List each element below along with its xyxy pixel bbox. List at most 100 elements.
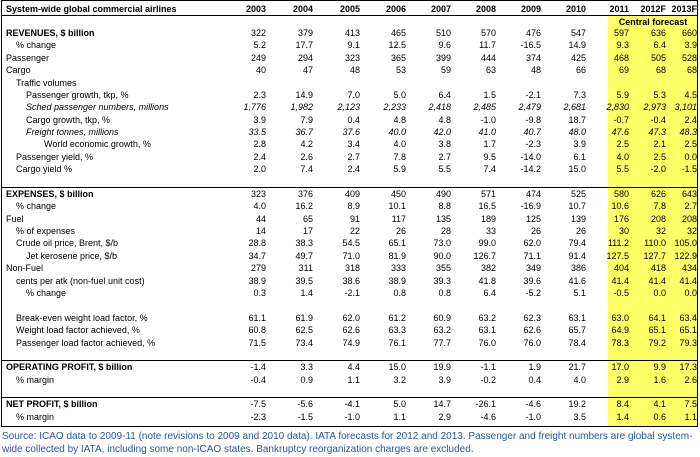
row-value: 2.6 <box>300 151 313 162</box>
row-label: Passenger growth, tkp, % <box>26 89 129 100</box>
year-header: 2006 <box>385 4 406 14</box>
row-value: 28.8 <box>248 238 266 249</box>
row-label: Passenger <box>6 52 50 63</box>
row-value: 2.9 <box>438 411 451 422</box>
row-value: 3.9 <box>438 374 451 385</box>
row-value: 5.1 <box>573 287 586 298</box>
row-value: 386 <box>570 263 586 274</box>
row-value: 63.4 <box>679 312 697 323</box>
row-value: 571 <box>480 188 496 199</box>
row-label: % change <box>16 40 57 51</box>
table-title: System-wide global commercial airlines <box>6 4 177 14</box>
year-header: 2003 <box>245 4 266 14</box>
row-value: 63.1 <box>478 325 496 336</box>
row-value: 1.1 <box>393 411 406 422</box>
table-row: Cargo growth, tkp, % 3.9 7.9 0.4 4.8 4.8 -1.0 -… <box>2 114 697 126</box>
row-value: 41.4 <box>648 275 666 286</box>
row-value: 139 <box>570 213 586 224</box>
row-value: 16.2 <box>295 201 313 212</box>
row-value: 249 <box>250 52 266 63</box>
row-value: 7.8 <box>653 201 666 212</box>
row-value: 2,830 <box>606 102 629 113</box>
row-value: 379 <box>297 28 313 38</box>
section-divider <box>2 360 697 362</box>
row-value: 3.9 <box>253 114 266 125</box>
row-value: 425 <box>570 52 586 63</box>
row-value: 10.1 <box>388 201 406 212</box>
row-value: -16.5 <box>520 40 541 51</box>
row-value: 0.4 <box>528 374 541 385</box>
row-value: 62.6 <box>342 325 360 336</box>
row-value: 376 <box>297 188 313 199</box>
row-value: -2.3 <box>525 139 541 150</box>
row-value: 68 <box>686 65 697 76</box>
row-value: 0.8 <box>438 287 451 298</box>
year-header: 2012F <box>640 4 666 14</box>
row-value: 636 <box>650 28 666 38</box>
table-row: Passenger load factor achieved, % 71.5 73.… <box>2 337 697 349</box>
year-header: 2011 <box>609 4 629 14</box>
row-value: 22 <box>349 226 360 237</box>
row-value: 41.0 <box>478 127 496 138</box>
row-value: 62.6 <box>523 325 541 336</box>
table-row <box>2 300 697 311</box>
row-label: % change <box>16 201 57 212</box>
row-value: 2.4 <box>684 114 697 125</box>
row-value: 3.3 <box>300 362 313 373</box>
row-value: 580 <box>613 188 629 199</box>
row-value: -1.0 <box>525 411 541 422</box>
row-value: 9.5 <box>483 151 496 162</box>
row-value: 63 <box>485 65 496 76</box>
row-value: 208 <box>681 213 697 224</box>
row-value: 7.8 <box>393 151 406 162</box>
row-value: 323 <box>250 188 266 199</box>
row-value: -4.6 <box>480 411 496 422</box>
table-row: Passenger growth, tkp, % 2.3 14.9 7.0 5.0 6.4… <box>2 89 697 101</box>
table-row: Jet kerosene price, $/b 34.7 49.7 71.0 81.9 9… <box>2 250 697 262</box>
row-value: 65.7 <box>568 325 586 336</box>
row-value: 0.0 <box>684 287 697 298</box>
row-value: 4.4 <box>347 362 360 373</box>
row-value: -14.2 <box>520 164 541 175</box>
row-label: Passenger yield, % <box>16 151 94 162</box>
row-value: 38.6 <box>342 275 360 286</box>
row-value: 323 <box>344 52 360 63</box>
row-value: 41.6 <box>568 275 586 286</box>
row-value: -0.7 <box>613 114 629 125</box>
row-value: 39.6 <box>523 275 541 286</box>
row-value: 2,973 <box>643 102 666 113</box>
row-value: 10.7 <box>568 201 586 212</box>
row-label: Jet kerosene price, $/b <box>26 250 118 261</box>
table-row: Traffic volumes <box>2 78 697 89</box>
row-value: -2.0 <box>650 164 666 175</box>
row-value: 122.9 <box>674 250 697 261</box>
row-value: 294 <box>297 52 313 63</box>
row-value: 63.1 <box>568 312 586 323</box>
row-value: 1.4 <box>300 287 313 298</box>
row-value: 41.4 <box>611 275 629 286</box>
row-value: 4.0 <box>393 139 406 150</box>
row-value: -2.1 <box>525 89 541 100</box>
row-value: -4.6 <box>525 399 541 410</box>
row-value: 73.4 <box>295 337 313 348</box>
row-value: 41.4 <box>679 275 697 286</box>
table-row: % of expenses 14 17 22 26 28 33 26 26 30 32 32 <box>2 226 697 237</box>
row-value: 8.8 <box>438 201 451 212</box>
row-value: -1.0 <box>480 114 496 125</box>
row-value: 37.6 <box>342 127 360 138</box>
row-value: 79.4 <box>568 238 586 249</box>
forecast-highlight <box>608 16 697 426</box>
row-value: 6.4 <box>653 40 666 51</box>
row-value: 0.0 <box>653 287 666 298</box>
row-value: 41.8 <box>478 275 496 286</box>
row-value: -0.4 <box>250 374 266 385</box>
row-label: Cargo growth, tkp, % <box>26 114 111 125</box>
row-value: 127.7 <box>643 250 666 261</box>
row-value: 15.0 <box>388 362 406 373</box>
row-value: 47 <box>302 65 313 76</box>
row-value: 4.8 <box>438 114 451 125</box>
row-value: 2.4 <box>347 164 360 175</box>
row-value: 62.3 <box>523 312 541 323</box>
row-value: -2.1 <box>344 287 360 298</box>
header-divider <box>2 15 697 16</box>
